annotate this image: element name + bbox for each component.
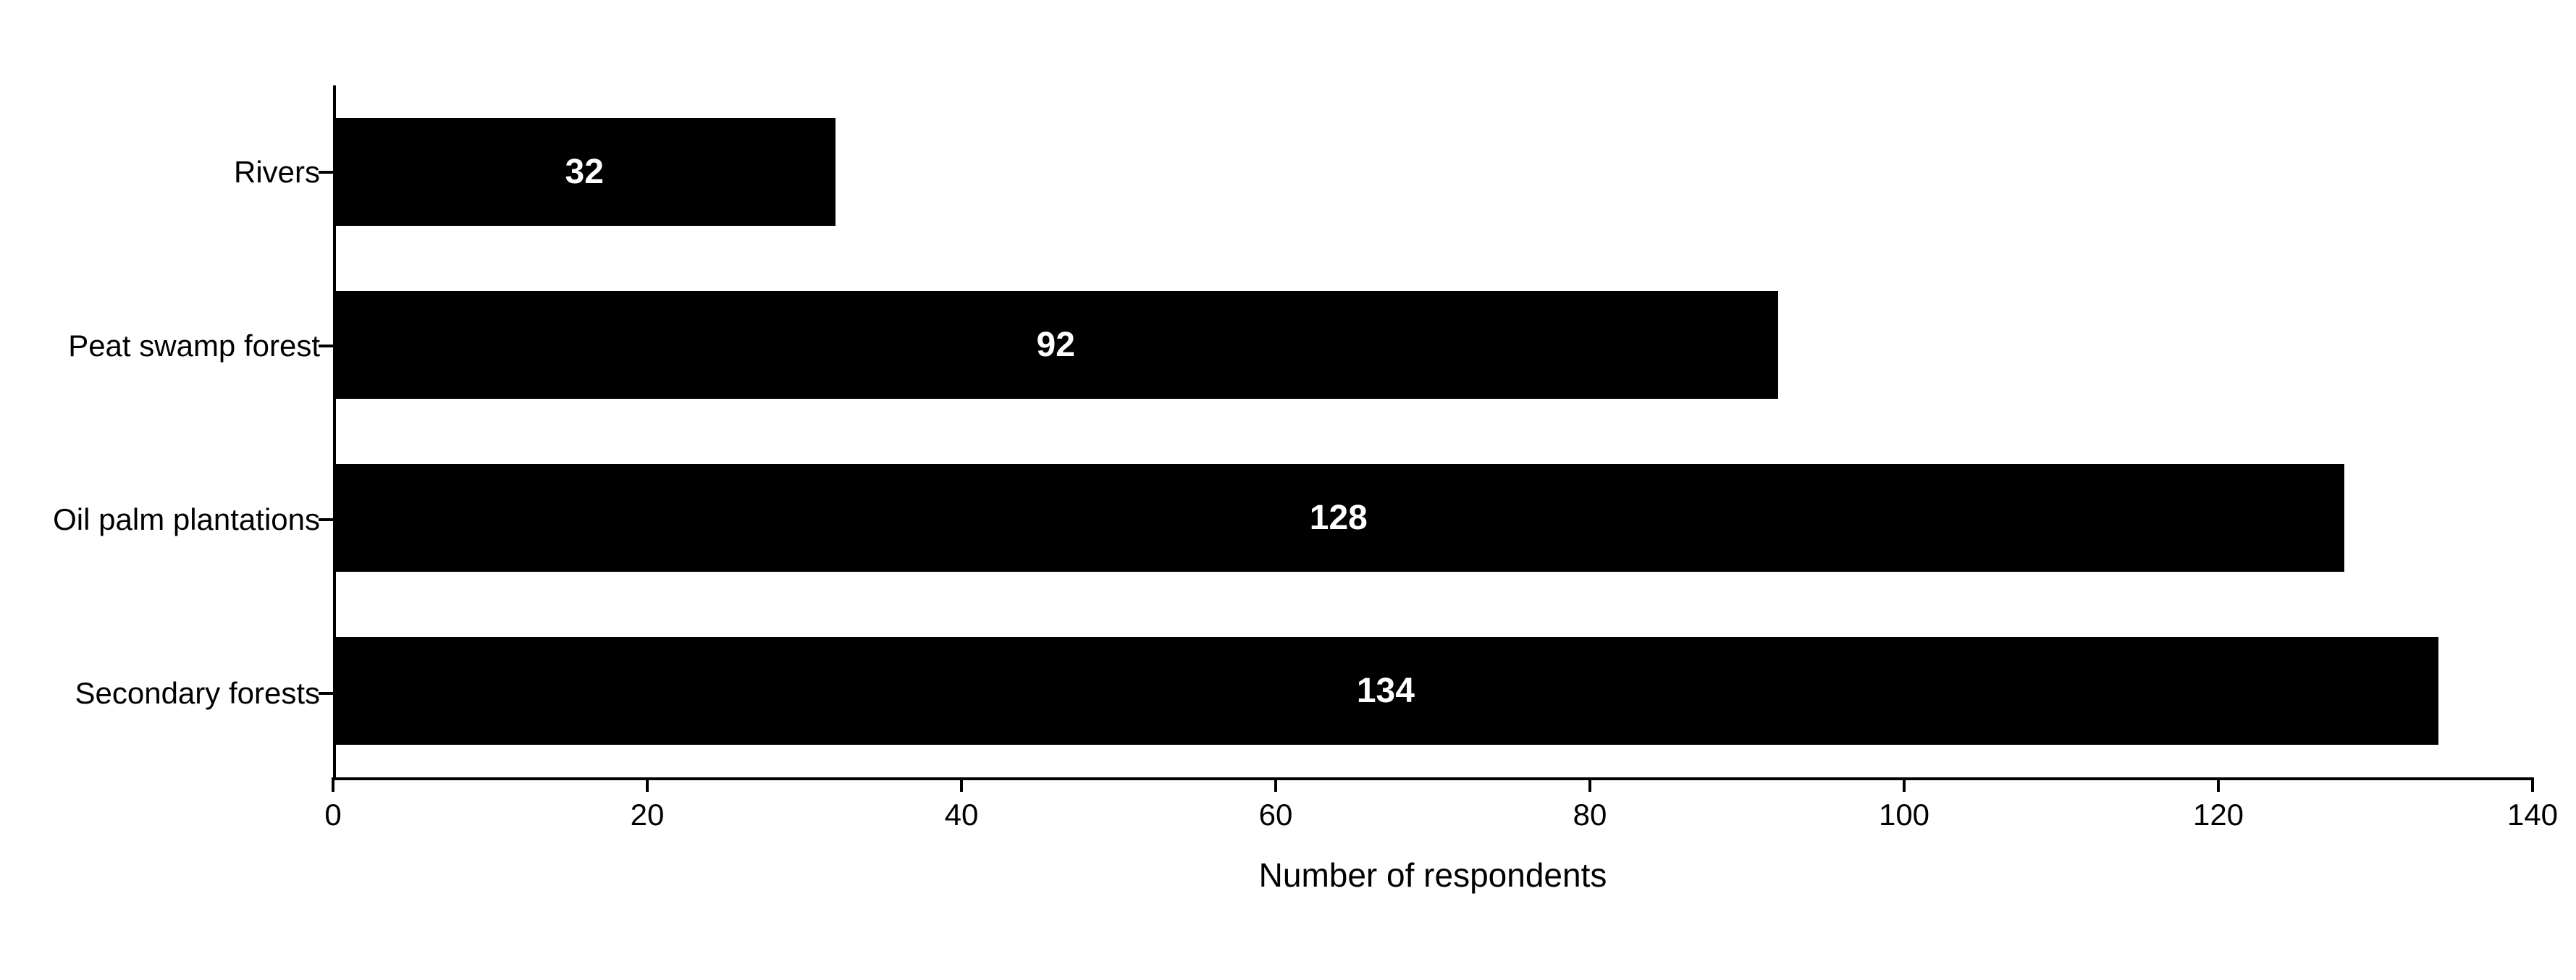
bar: 32: [333, 118, 835, 225]
bar-row: 134: [333, 604, 2533, 777]
x-tick-marks: [333, 777, 2533, 792]
y-axis-label: Oil palm plantations: [29, 503, 320, 536]
x-tick: [2531, 777, 2534, 792]
x-axis-content: 020406080100120140 Number of respondents: [333, 777, 2533, 895]
x-axis-wrap: 020406080100120140 Number of respondents: [29, 777, 2533, 895]
y-tick: [319, 171, 333, 174]
bars-region: 32 92 128 134: [333, 85, 2533, 780]
x-axis-title: Number of respondents: [333, 856, 2533, 895]
axis-spacer: [29, 777, 333, 895]
y-tick: [319, 692, 333, 695]
bar-row: 32: [333, 85, 2533, 258]
x-tick: [1588, 777, 1591, 792]
x-tick: [960, 777, 963, 792]
x-tick-label: 80: [1573, 798, 1607, 832]
bar-value-label: 134: [1357, 671, 1415, 711]
x-tick-label: 20: [631, 798, 665, 832]
y-tick-marks: [319, 85, 333, 780]
bar-value-label: 32: [565, 152, 604, 192]
y-axis-label: Peat swamp forest: [29, 329, 320, 363]
x-tick-label: 100: [1879, 798, 1929, 832]
bar-value-label: 92: [1037, 325, 1075, 365]
x-tick-label: 140: [2507, 798, 2558, 832]
x-tick-labels: 020406080100120140: [333, 798, 2533, 841]
bar-row: 92: [333, 258, 2533, 431]
bar-value-label: 128: [1310, 498, 1368, 538]
y-axis-labels: Rivers Peat swamp forest Oil palm plantati…: [29, 85, 333, 780]
x-tick: [332, 777, 334, 792]
bar: 128: [333, 464, 2344, 571]
bar: 134: [333, 637, 2438, 744]
x-tick: [1274, 777, 1277, 792]
x-tick-label: 0: [324, 798, 341, 832]
plot-area: Rivers Peat swamp forest Oil palm plantati…: [29, 85, 2533, 780]
x-tick-label: 120: [2193, 798, 2244, 832]
x-tick-label: 40: [945, 798, 979, 832]
y-axis-label: Secondary forests: [29, 677, 320, 710]
bars: 32 92 128 134: [333, 85, 2533, 780]
chart-container: Rivers Peat swamp forest Oil palm plantati…: [0, 56, 2576, 924]
y-axis-label: Rivers: [29, 156, 320, 189]
y-tick: [319, 518, 333, 521]
x-tick-label: 60: [1259, 798, 1293, 832]
bar: 92: [333, 291, 1778, 398]
horizontal-bar-chart: Rivers Peat swamp forest Oil palm plantati…: [29, 85, 2533, 895]
bar-row: 128: [333, 431, 2533, 604]
x-tick: [646, 777, 649, 792]
x-tick: [1903, 777, 1906, 792]
x-tick: [2217, 777, 2220, 792]
y-tick: [319, 345, 333, 347]
